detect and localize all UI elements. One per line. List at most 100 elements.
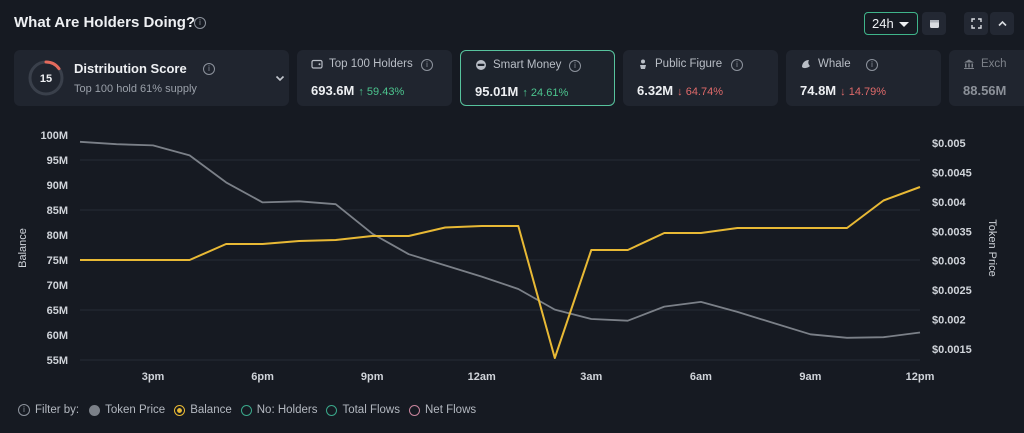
fullscreen-button[interactable] xyxy=(964,12,988,35)
x-tick-label: 6am xyxy=(690,371,712,383)
info-icon[interactable]: i xyxy=(866,59,878,71)
x-tick-label: 12am xyxy=(468,371,496,383)
legend-label: Balance xyxy=(190,404,232,416)
distribution-title: Distribution Score xyxy=(74,61,187,76)
legend-label: Net Flows xyxy=(425,404,477,416)
legend-label: Token Price xyxy=(105,404,166,416)
y-left-tick-label: 75M xyxy=(47,255,68,267)
line-chart: 100M 95M 90M 85M 80M 75M 70M 65M 60M 55M $0.005 $0.… xyxy=(17,130,998,383)
y-left-tick-label: 65M xyxy=(47,305,68,317)
y-right-tick-label: $0.0045 xyxy=(932,167,972,179)
y-left-tick-label: 80M xyxy=(47,230,68,242)
y-left-tick-label: 90M xyxy=(47,180,68,192)
y-left-tick-label: 55M xyxy=(47,355,68,367)
legend-marker xyxy=(326,404,338,416)
collapse-button[interactable] xyxy=(990,12,1014,35)
card-change: ↑ 59.43% xyxy=(358,86,405,98)
card-amount: 95.01M xyxy=(475,84,519,99)
card-label: Whale xyxy=(818,58,851,70)
y-left-tick-label: 60M xyxy=(47,330,68,342)
whale-icon xyxy=(802,60,810,69)
card-smart-money[interactable]: Smart Money i 95.01M ↑ 24.61% xyxy=(460,50,615,106)
legend-marker xyxy=(89,404,101,416)
legend-item-net-flows[interactable]: Net Flows xyxy=(409,404,476,416)
card-value: 95.01M ↑ 24.61% xyxy=(475,84,568,99)
time-range-dropdown[interactable]: 24h xyxy=(864,12,918,35)
card-amount: 88.56M xyxy=(963,83,1007,98)
legend-item-token-price[interactable]: Token Price xyxy=(89,404,165,416)
y-right-tick-label: $0.005 xyxy=(932,138,966,150)
bank-icon xyxy=(964,59,974,69)
legend-item-total-flows[interactable]: Total Flows xyxy=(326,404,400,416)
x-tick-label: 9am xyxy=(799,371,821,383)
token-price-line xyxy=(79,140,921,339)
legend-marker xyxy=(409,404,420,416)
info-icon[interactable]: i xyxy=(569,60,581,72)
card-amount: 693.6M xyxy=(311,83,355,98)
card-change: ↑ 24.61% xyxy=(522,87,569,99)
glasses-icon xyxy=(476,60,486,70)
y-right-tick-label: $0.0025 xyxy=(932,285,972,297)
card-change: ↓ 14.79% xyxy=(840,86,887,98)
header: What Are Holders Doing? i 24h xyxy=(0,0,1024,46)
calendar-button[interactable] xyxy=(922,12,946,35)
time-range-value: 24h xyxy=(872,16,894,31)
legend-marker xyxy=(174,404,186,416)
card-label: Exch xyxy=(981,58,1007,70)
filter-text: Filter by: xyxy=(35,404,80,416)
filter-label: i Filter by: xyxy=(18,404,79,416)
y-right-tick-label: $0.0015 xyxy=(932,344,972,356)
page-title: What Are Holders Doing? xyxy=(14,14,196,31)
y-right-tick-label: $0.003 xyxy=(932,256,966,268)
y-left-tick-label: 70M xyxy=(47,280,68,292)
expand-icon xyxy=(970,18,982,29)
card-exchange[interactable]: Exch 88.56M xyxy=(949,50,1024,106)
info-icon[interactable]: i xyxy=(731,59,743,71)
card-label: Public Figure xyxy=(655,58,723,70)
y-left-tick-label: 100M xyxy=(40,130,68,142)
card-label: Smart Money xyxy=(493,59,562,71)
y-right-axis-label: Token Price xyxy=(986,219,998,276)
distribution-score-card[interactable]: 15 Distribution Score i Top 100 hold 61%… xyxy=(14,50,289,106)
holders-chart: 100M 95M 90M 85M 80M 75M 70M 65M 60M 55M $0.005 $0.… xyxy=(0,118,1024,388)
x-tick-label: 12pm xyxy=(906,371,935,383)
y-left-axis-label: Balance xyxy=(17,228,29,268)
card-public-figure[interactable]: Public Figure i 6.32M ↓ 64.74% xyxy=(623,50,778,106)
card-top-100-holders[interactable]: Top 100 Holders i 693.6M ↑ 59.43% xyxy=(297,50,452,106)
y-left-tick-label: 95M xyxy=(47,155,68,167)
legend-label: Total Flows xyxy=(342,404,400,416)
distribution-subtitle: Top 100 hold 61% supply xyxy=(74,83,197,95)
podium-icon xyxy=(640,59,646,69)
chevron-up-icon xyxy=(997,20,1007,27)
legend-marker xyxy=(240,404,252,416)
card-value: 6.32M ↓ 64.74% xyxy=(637,83,723,98)
card-whale[interactable]: Whale i 74.8M ↓ 14.79% xyxy=(786,50,941,106)
info-icon[interactable]: i xyxy=(203,63,215,75)
card-label: Top 100 Holders xyxy=(329,58,413,70)
wallet-icon xyxy=(311,59,323,69)
y-right-tick-label: $0.0035 xyxy=(932,226,972,238)
balance-line xyxy=(80,186,921,359)
card-value: 74.8M ↓ 14.79% xyxy=(800,83,886,98)
x-tick-label: 6pm xyxy=(251,371,274,383)
calendar-icon xyxy=(929,20,939,28)
card-value: 693.6M ↑ 59.43% xyxy=(311,83,404,98)
info-icon[interactable]: i xyxy=(194,17,206,29)
x-tick-label: 9pm xyxy=(361,371,384,383)
distribution-gauge: 15 xyxy=(28,60,64,96)
info-icon: i xyxy=(18,404,30,416)
chart-legend: i Filter by: Token Price Balance No: Hol… xyxy=(18,402,485,418)
x-tick-label: 3pm xyxy=(142,371,165,383)
y-left-tick-label: 85M xyxy=(47,205,68,217)
legend-label: No: Holders xyxy=(256,404,318,416)
card-value: 88.56M xyxy=(963,83,1006,98)
legend-item-balance[interactable]: Balance xyxy=(174,404,232,416)
y-right-tick-label: $0.004 xyxy=(932,197,967,209)
card-amount: 74.8M xyxy=(800,83,837,98)
chevron-down-icon[interactable] xyxy=(274,72,286,84)
card-amount: 6.32M xyxy=(637,83,674,98)
info-icon[interactable]: i xyxy=(421,59,433,71)
x-tick-label: 3am xyxy=(580,371,602,383)
caret-down-icon xyxy=(899,22,909,27)
legend-item-no-holders[interactable]: No: Holders xyxy=(240,404,318,416)
